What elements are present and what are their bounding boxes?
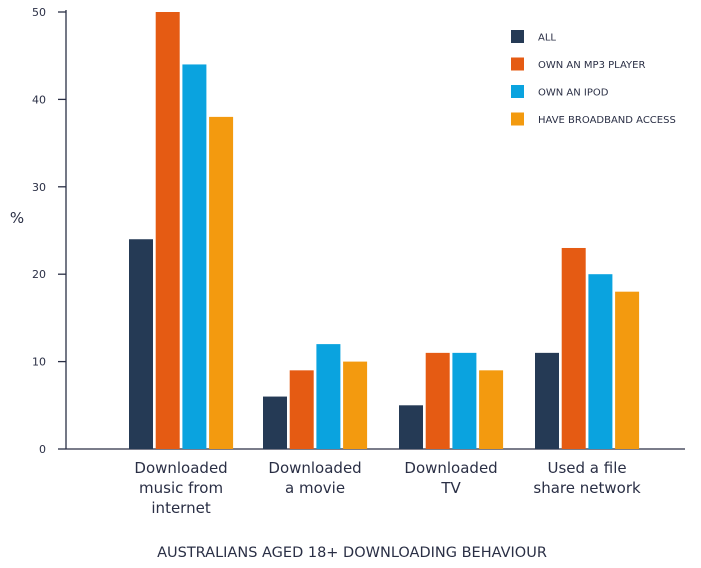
category-label: Used a file share network — [533, 459, 641, 497]
y-tick-label: 40 — [32, 93, 46, 106]
x-axis-title: AUSTRALIANS AGED 18+ DOWNLOADING BEHAVIO… — [157, 545, 547, 561]
legend-swatch — [511, 57, 524, 71]
category-label-line: internet — [151, 499, 210, 517]
y-tick-label: 30 — [32, 181, 46, 194]
legend-swatch — [511, 30, 524, 43]
bar — [479, 370, 504, 449]
category-label-line: TV — [440, 479, 461, 497]
category-label-line: Downloaded — [134, 459, 227, 477]
category-label-line: a movie — [285, 479, 345, 497]
legend-label: ALL — [538, 33, 556, 44]
legend: ALL OWN AN MP3 PLAYER OWN AN IPOD HAVE BROA… — [511, 30, 676, 126]
y-tick-label: 20 — [32, 268, 46, 281]
bar — [209, 116, 234, 449]
category-label-line: Downloaded — [268, 459, 361, 477]
labels: 0 10 20 30 40 50% Downloaded music from internet… — [10, 6, 641, 561]
legend-swatch — [511, 85, 524, 98]
legend-label: HAVE BROADBAND ACCESS — [538, 115, 676, 126]
bar — [425, 352, 450, 449]
bar — [588, 274, 613, 449]
bar — [535, 352, 559, 449]
category-label-line: Downloaded — [404, 459, 497, 477]
bar — [399, 405, 423, 449]
y-tick-label: 10 — [32, 356, 46, 369]
category-label-line: Used a file — [547, 459, 626, 477]
bar — [452, 352, 477, 449]
bar — [316, 344, 341, 449]
bar — [263, 396, 287, 449]
category-label: Downloaded music from internet — [134, 459, 227, 517]
y-axis-label: % — [10, 209, 24, 227]
y-tick-label: 50 — [32, 6, 46, 19]
bar — [561, 247, 586, 449]
bar — [289, 370, 314, 449]
legend-label: OWN AN MP3 PLAYER — [538, 60, 645, 71]
bar — [343, 361, 368, 449]
category-label-line: share network — [533, 479, 641, 497]
bar — [129, 239, 153, 449]
category-label: Downloaded a movie — [268, 459, 361, 497]
category-label: Downloaded TV — [404, 459, 497, 497]
legend-swatch — [511, 112, 524, 126]
bar — [155, 12, 180, 449]
bars — [129, 12, 640, 449]
y-tick-label: 0 — [39, 443, 46, 456]
legend-label: OWN AN IPOD — [538, 88, 609, 99]
category-label-line: music from — [139, 479, 223, 497]
bar — [182, 64, 207, 449]
bar — [615, 291, 640, 449]
